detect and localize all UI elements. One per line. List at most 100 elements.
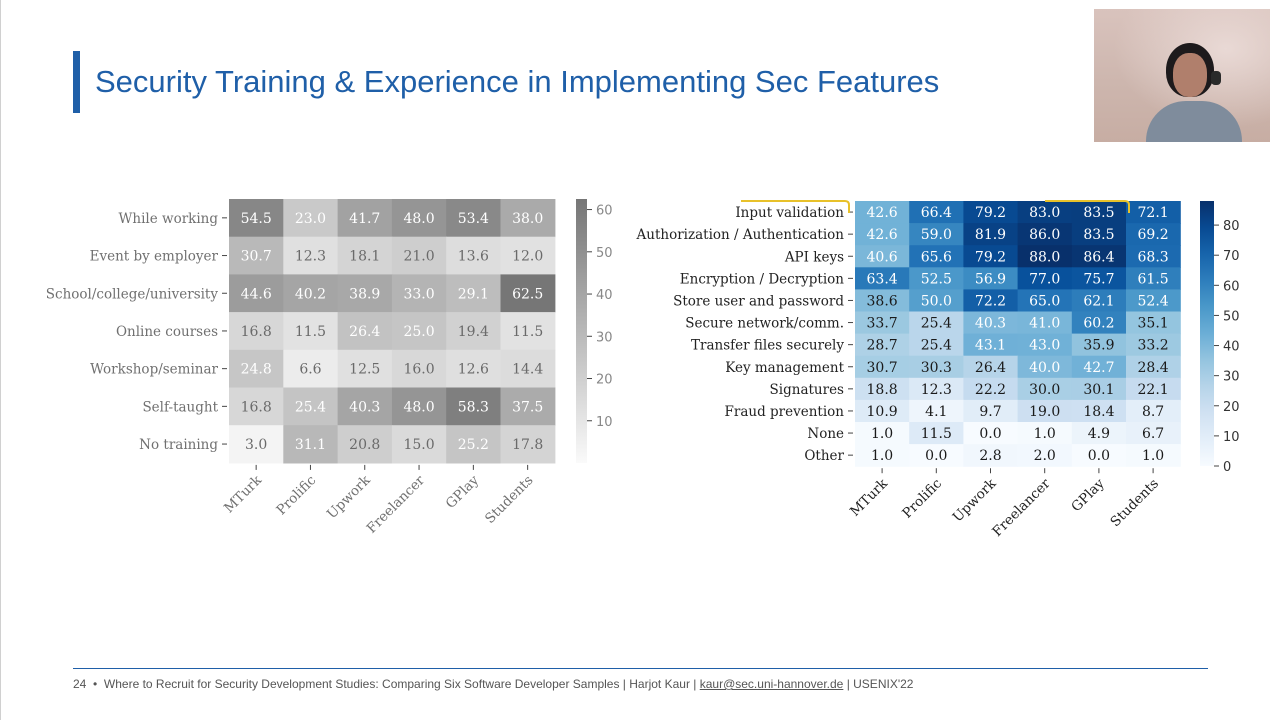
heatmap-left-cell-label: 25.0 — [403, 324, 434, 340]
heatmap-right-cell — [1126, 355, 1181, 379]
heatmap-right-cell-label: 1.0 — [1142, 448, 1164, 464]
heatmap-left-cell-label: 31.1 — [295, 437, 326, 453]
heatmap-left-colorbar-label: 60 — [596, 204, 613, 219]
heatmap-right-col-label: Students — [1107, 476, 1162, 531]
heatmap-right-cell-label: 59.0 — [921, 227, 952, 243]
heatmap-left-cell-label: 33.0 — [403, 286, 434, 302]
heatmap-right-cell-label: 40.0 — [1029, 360, 1060, 376]
heatmap-left-cell-label: 38.9 — [349, 286, 380, 302]
heatmap-left-cell-label: 26.4 — [349, 324, 380, 340]
heatmap-right-row-label: Secure network/comm. — [685, 316, 844, 332]
heatmap-left-cell-label: 6.6 — [299, 362, 321, 378]
heatmap-left-row-label: No training — [139, 437, 218, 453]
heatmap-right-cell-label: 42.6 — [867, 227, 898, 243]
page-number: 24 — [73, 677, 87, 691]
heatmap-left-cell — [229, 236, 284, 275]
heatmap-left-cell — [446, 425, 502, 464]
heatmap-left-cell-label: 3.0 — [245, 437, 267, 453]
heatmap-left-cell — [391, 425, 447, 464]
heatmap-right-colorbar — [1200, 201, 1214, 466]
heatmap-right-cell-label: 56.9 — [975, 271, 1006, 287]
heatmap-left-cell-label: 12.6 — [458, 362, 489, 378]
heatmap-right-cell-label: 68.3 — [1138, 249, 1169, 265]
heatmap-right-cell-label: 38.6 — [867, 293, 898, 309]
heatmap-right-cell-label: 52.4 — [1138, 293, 1169, 309]
heatmap-right-cell-label: 9.7 — [979, 404, 1001, 420]
heatmap-left-cell — [500, 199, 556, 238]
heatmap-right-cell-label: 42.7 — [1083, 360, 1114, 376]
heatmap-left-cell-label: 29.1 — [458, 286, 489, 302]
heatmap-right-cell-label: 25.4 — [921, 338, 952, 354]
heatmap-left-cell — [391, 312, 447, 351]
heatmap-right-cell-label: 11.5 — [921, 426, 952, 442]
heatmap-left-colorbar-label: 50 — [596, 246, 613, 261]
heatmap-right-cell — [855, 355, 910, 379]
heatmap-right-cell-label: 33.7 — [867, 316, 898, 332]
heatmap-right-cell-label: 41.0 — [1029, 316, 1060, 332]
heatmap-right-cell — [855, 444, 910, 467]
heatmap-right-cell — [909, 311, 964, 335]
heatmap-right-cell — [855, 422, 910, 445]
heatmap-left-colorbar-label: 10 — [596, 415, 613, 430]
footer-email-link[interactable]: kaur@sec.uni-hannover.de — [699, 677, 844, 691]
heatmap-right-cell — [1071, 267, 1127, 290]
heatmap-right-cell-label: 77.0 — [1029, 271, 1060, 287]
heatmap-right-cell-label: 8.7 — [1142, 404, 1164, 420]
heatmap-left-cell — [500, 425, 556, 464]
heatmap-left-cell — [229, 274, 284, 313]
heatmap-left-row-label: Workshop/seminar — [90, 362, 218, 378]
heatmap-right-cell-label: 2.0 — [1034, 448, 1056, 464]
heatmap-left-colorbar — [576, 199, 587, 463]
heatmap-left-cell-label: 16.8 — [241, 399, 272, 415]
heatmap-right-cell — [1071, 311, 1127, 335]
heatmap-right-cell-label: 4.1 — [925, 404, 947, 420]
headphones-icon — [1211, 71, 1221, 85]
heatmap-right-cell-label: 79.2 — [975, 249, 1006, 265]
heatmap-right-row-label: Authorization / Authentication — [636, 227, 845, 243]
heatmap-right-cell — [1071, 289, 1127, 313]
heatmap-right-cell — [1071, 201, 1127, 224]
heatmap-right-cell-label: 43.1 — [975, 338, 1006, 354]
heatmap-right-cell-label: 30.1 — [1083, 382, 1114, 398]
heatmap-left-cell — [391, 274, 447, 313]
heatmap-left-cell-label: 17.8 — [512, 437, 543, 453]
heatmap-right-cell-label: 0.0 — [979, 426, 1001, 442]
heatmap-right-cell — [855, 377, 910, 401]
heatmap-right-cell-label: 79.2 — [975, 205, 1006, 221]
heatmap-right-cell-label: 69.2 — [1138, 227, 1169, 243]
heatmap-left-col-label: MTurk — [221, 472, 266, 517]
heatmap-right-cell — [1017, 289, 1073, 313]
heatmap-right-cell-label: 50.0 — [921, 293, 952, 309]
heatmap-right-cell — [855, 311, 910, 335]
heatmap-left-cell — [446, 312, 502, 351]
heatmap-left-cell — [283, 387, 339, 426]
heatmap-right-cell-label: 26.4 — [975, 360, 1006, 376]
heatmap-right-cell-label: 28.7 — [867, 338, 898, 354]
annotation-bracket — [1045, 200, 1130, 213]
heatmap-left-row-label: Self-taught — [142, 399, 218, 415]
heatmap-right-cell — [963, 333, 1019, 357]
heatmap-left-cell — [500, 274, 556, 313]
webcam-video — [1094, 9, 1270, 142]
heatmap-right-cell — [963, 422, 1019, 445]
heatmap-left-cell — [337, 274, 393, 313]
heatmap-left-cell — [446, 274, 502, 313]
heatmap-left-cell — [391, 349, 447, 389]
heatmap-right-cell — [909, 355, 964, 379]
heatmap-right-cell-label: 60.2 — [1083, 316, 1114, 332]
heatmap-left-cell — [337, 387, 393, 426]
heatmap-left-cell — [337, 236, 393, 275]
heatmap-right-cell — [1017, 444, 1073, 467]
heatmap-left-cell — [446, 387, 502, 426]
heatmap-right-cell-label: 72.1 — [1138, 205, 1169, 221]
heatmap-right-col-label: Freelancer — [989, 475, 1054, 540]
heatmap-right-cell — [1126, 289, 1181, 313]
webcam-presenter-face — [1173, 53, 1207, 97]
title-accent-bar — [73, 51, 80, 113]
heatmap-left-cell — [337, 312, 393, 351]
heatmap-right-cell — [1017, 223, 1073, 246]
heatmap-right-cell — [909, 444, 964, 467]
heatmap-right-cell-label: 1.0 — [871, 426, 893, 442]
heatmap-right-col-label: MTurk — [847, 475, 892, 520]
heatmap-right-colorbar-label: 30 — [1223, 370, 1240, 385]
